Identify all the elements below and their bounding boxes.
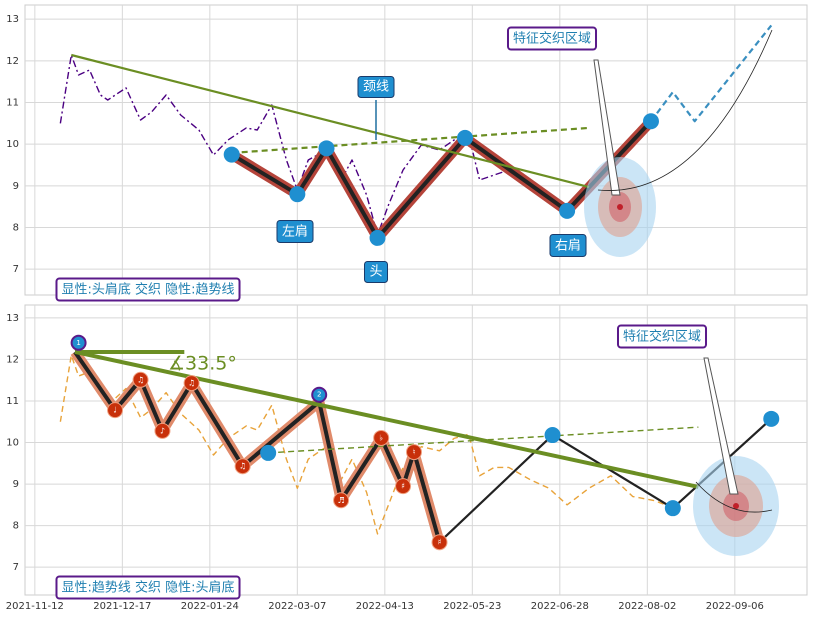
pivot-point [544, 427, 561, 444]
x-tick-label: 2022-06-28 [531, 601, 589, 612]
x-tick-label: 2022-03-07 [268, 601, 326, 612]
label-box [363, 261, 389, 283]
event-marker [405, 444, 422, 461]
pivot-point [763, 410, 780, 427]
y-tick-label: 12 [6, 354, 19, 365]
label-box [276, 220, 314, 243]
pivot-point [289, 186, 306, 203]
angle-label: ∡33.5° [168, 353, 237, 375]
series-line [74, 349, 699, 489]
label-box [55, 277, 241, 302]
event-marker [333, 492, 350, 509]
marker-label: ♩ [113, 406, 117, 415]
label-box [55, 575, 241, 600]
label-box [357, 76, 395, 98]
marker-label: ♯ [438, 538, 442, 547]
y-tick-label: 11 [6, 396, 19, 407]
y-tick-label: 10 [6, 139, 19, 150]
event-marker [234, 458, 251, 475]
pivot-point [559, 202, 576, 219]
marker-label: ♫ [239, 462, 246, 471]
x-tick-label: 2022-05-23 [443, 601, 501, 612]
pivot-point [642, 113, 659, 130]
x-tick-label: 2021-11-12 [6, 601, 64, 612]
pivot-point [260, 444, 277, 461]
numbered-marker [311, 386, 328, 403]
marker-label: ♯ [401, 482, 405, 491]
numbered-label: 2 [317, 391, 321, 399]
marker-label: ♬ [337, 496, 344, 505]
annotation: 右肩 [555, 238, 581, 254]
pivot-point [223, 146, 240, 163]
panel-note: 显性:趋势线 交织 隐性:头肩底 [61, 580, 234, 596]
series-line [268, 426, 699, 454]
arrow [703, 357, 739, 495]
y-tick-label: 9 [13, 479, 19, 490]
x-tick-label: 2022-08-02 [618, 601, 676, 612]
y-tick-label: 7 [13, 562, 19, 573]
y-tick-label: 12 [6, 56, 19, 67]
label-box [616, 324, 708, 349]
region-label: 特征交织区域 [513, 31, 591, 47]
arc [695, 481, 773, 513]
event-marker [132, 371, 149, 388]
y-tick-label: 7 [13, 264, 19, 275]
series-line [71, 53, 590, 189]
event-marker [395, 478, 412, 495]
pivot-point [664, 500, 681, 517]
arc [597, 29, 773, 191]
y-tick-label: 13 [6, 313, 19, 324]
x-tick-label: 2022-04-13 [356, 601, 414, 612]
event-marker [183, 375, 200, 392]
marker-label: ♪ [160, 426, 165, 435]
marker-label: ♮ [413, 448, 416, 457]
y-tick-label: 11 [6, 98, 19, 109]
marker-label: ♫ [137, 375, 144, 384]
event-marker [154, 422, 171, 439]
marker-label: ♭ [379, 433, 383, 442]
y-tick-label: 9 [13, 181, 19, 192]
event-marker [373, 429, 390, 446]
annotation: 左肩 [282, 224, 308, 240]
event-marker [431, 534, 448, 551]
region-label: 特征交织区域 [623, 329, 701, 345]
numbered-label: 1 [76, 339, 80, 347]
x-tick-label: 2022-01-24 [181, 601, 239, 612]
target [617, 204, 623, 210]
pivot-point [318, 140, 335, 157]
label-box [506, 26, 598, 51]
annotation: 颈线 [363, 80, 389, 95]
y-tick-label: 8 [13, 521, 19, 532]
y-tick-label: 13 [6, 14, 19, 25]
target [733, 503, 739, 509]
series-line [650, 24, 773, 123]
numbered-marker [70, 334, 87, 351]
marker-label: ♫ [188, 379, 195, 388]
label-box [549, 234, 587, 257]
event-marker [107, 402, 124, 419]
panel-top [24, 4, 808, 296]
x-tick-label: 2021-12-17 [93, 601, 151, 612]
annotation: 头 [369, 265, 382, 280]
pivot-point [369, 229, 386, 246]
y-tick-label: 8 [13, 223, 19, 234]
arrow [593, 59, 621, 196]
panel-note: 显性:头肩底 交织 隐性:趋势线 [61, 282, 234, 298]
pivot-point [457, 129, 474, 146]
x-tick-label: 2022-09-06 [706, 601, 764, 612]
y-tick-label: 10 [6, 438, 19, 449]
